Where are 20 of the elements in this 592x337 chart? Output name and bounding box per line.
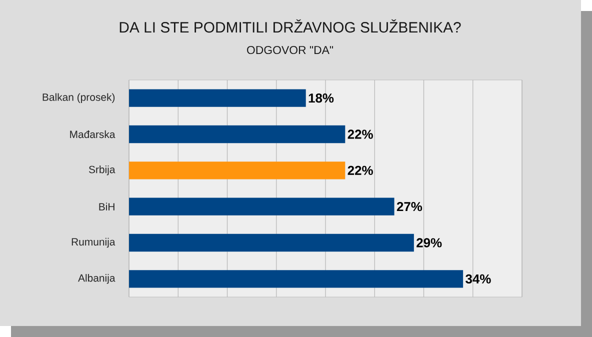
bar	[129, 89, 306, 107]
bar	[129, 162, 346, 180]
y-tick-label: Mađarska	[70, 130, 116, 138]
y-tick-label: Rumunija	[72, 238, 116, 248]
y-tick-label: BiH	[99, 202, 114, 210]
data-label: 22%	[348, 130, 373, 139]
data-label: 27%	[396, 202, 422, 212]
data-label: 18%	[308, 93, 334, 103]
bar	[129, 270, 464, 288]
y-tick-label: Srbija	[88, 166, 116, 176]
data-label: 29%	[416, 238, 442, 248]
y-tick-label: Balkan (prosek)	[42, 93, 115, 103]
bar	[129, 125, 346, 144]
chart-title: DA LI STE PODMITILI DRŽAVNOG SLUŽBENIKA?	[120, 19, 461, 33]
chart-subtitle: ODGOVOR "DA"	[247, 46, 334, 54]
y-tick-label: Albanija	[78, 274, 116, 284]
bar	[129, 198, 394, 216]
data-label: 22%	[348, 166, 373, 175]
data-label: 34%	[466, 274, 491, 284]
bar	[129, 234, 414, 252]
